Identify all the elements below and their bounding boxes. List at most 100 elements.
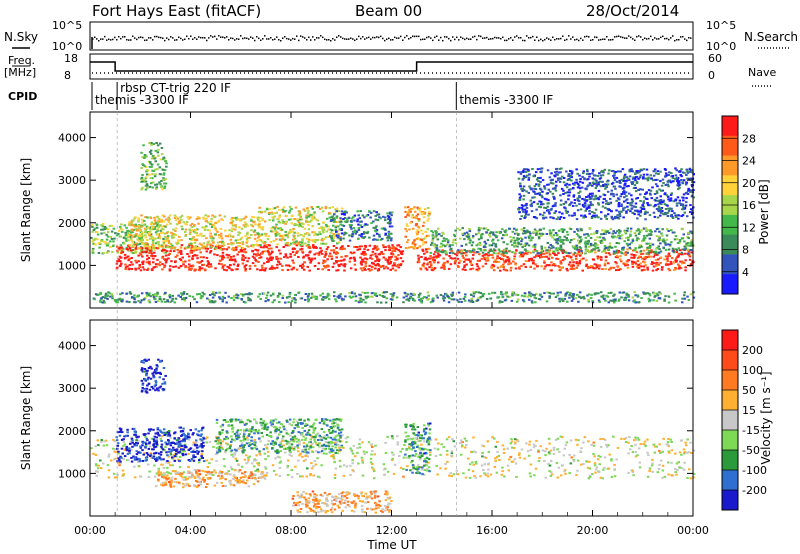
data-cell bbox=[404, 247, 408, 249]
data-cell bbox=[558, 218, 561, 221]
data-cell bbox=[552, 182, 555, 185]
data-cell bbox=[664, 255, 668, 258]
data-cell bbox=[164, 300, 167, 303]
data-cell bbox=[614, 170, 618, 173]
data-cell bbox=[653, 262, 656, 265]
data-cell bbox=[348, 257, 352, 260]
data-cell bbox=[130, 239, 133, 242]
data-cell bbox=[452, 239, 456, 241]
data-cell bbox=[613, 178, 617, 181]
data-cell bbox=[690, 251, 693, 254]
data-cell bbox=[219, 228, 223, 230]
data-cell bbox=[201, 264, 204, 266]
data-cell bbox=[688, 264, 692, 267]
data-cell bbox=[211, 223, 214, 226]
data-cell bbox=[150, 182, 153, 185]
data-cell bbox=[595, 265, 599, 268]
data-cell bbox=[275, 246, 278, 249]
data-cell bbox=[263, 241, 266, 244]
data-cell bbox=[522, 185, 526, 188]
data-cell bbox=[536, 252, 540, 255]
data-cell bbox=[416, 232, 419, 235]
noise-sample bbox=[116, 38, 118, 41]
data-cell bbox=[193, 224, 196, 227]
data-cell bbox=[118, 229, 121, 232]
data-cell bbox=[240, 236, 244, 239]
data-cell bbox=[649, 245, 652, 247]
freq-tick-right-top: 60 bbox=[708, 52, 722, 65]
data-cell bbox=[364, 223, 367, 226]
data-cell bbox=[678, 267, 681, 270]
data-cell bbox=[491, 239, 494, 242]
data-cell bbox=[314, 240, 317, 243]
data-cell bbox=[309, 261, 312, 264]
data-cell bbox=[158, 237, 162, 240]
data-cell bbox=[575, 218, 579, 221]
noise-sample bbox=[408, 38, 410, 40]
data-cell bbox=[111, 245, 115, 248]
data-cell bbox=[342, 224, 346, 227]
data-cell bbox=[493, 260, 496, 263]
data-cell bbox=[580, 238, 583, 241]
data-cell bbox=[366, 295, 370, 298]
data-cell bbox=[369, 254, 373, 257]
data-cell bbox=[137, 267, 140, 270]
data-cell bbox=[402, 296, 406, 299]
data-cell bbox=[499, 269, 502, 272]
data-cell bbox=[652, 255, 655, 258]
data-cell bbox=[350, 227, 353, 230]
data-cell bbox=[615, 236, 618, 239]
data-cell bbox=[465, 258, 468, 261]
data-cell bbox=[594, 239, 597, 241]
data-cell bbox=[324, 250, 327, 253]
data-cell bbox=[581, 203, 585, 206]
data-cell bbox=[566, 300, 569, 303]
data-cell bbox=[688, 168, 691, 171]
data-cell bbox=[646, 228, 649, 231]
data-cell bbox=[115, 234, 119, 237]
data-cell bbox=[110, 238, 114, 240]
data-cell bbox=[296, 241, 300, 244]
data-cell bbox=[157, 236, 160, 239]
data-cell bbox=[145, 293, 149, 296]
data-cell bbox=[290, 300, 294, 302]
data-cell bbox=[438, 254, 442, 257]
data-cell bbox=[601, 201, 605, 204]
data-cell bbox=[676, 179, 679, 181]
data-cell bbox=[195, 232, 198, 235]
data-cell bbox=[193, 254, 196, 257]
data-cell bbox=[388, 222, 391, 225]
data-cell bbox=[492, 242, 495, 245]
noise-sample bbox=[416, 35, 418, 38]
data-cell bbox=[540, 255, 544, 258]
data-cell bbox=[337, 237, 341, 240]
data-cell bbox=[261, 250, 265, 253]
data-cell bbox=[332, 217, 335, 220]
data-cell bbox=[168, 214, 172, 217]
data-cell bbox=[589, 236, 593, 239]
data-cell bbox=[443, 296, 447, 299]
data-cell bbox=[661, 178, 665, 181]
data-cell bbox=[441, 264, 445, 267]
data-cell bbox=[449, 257, 452, 260]
data-cell bbox=[161, 256, 164, 259]
data-cell bbox=[206, 229, 210, 232]
data-cell bbox=[360, 260, 363, 263]
data-cell bbox=[92, 229, 96, 231]
data-cell bbox=[535, 183, 538, 186]
data-cell bbox=[520, 294, 524, 297]
data-cell bbox=[664, 175, 667, 178]
data-cell bbox=[280, 228, 284, 231]
data-cell bbox=[623, 240, 626, 243]
data-cell bbox=[324, 207, 328, 210]
data-cell bbox=[292, 228, 295, 230]
data-cell bbox=[371, 253, 374, 256]
data-cell bbox=[152, 266, 155, 269]
data-cell bbox=[517, 208, 520, 210]
data-cell bbox=[554, 239, 558, 241]
data-cell bbox=[359, 294, 362, 297]
data-cell bbox=[284, 242, 287, 245]
data-cell bbox=[278, 215, 281, 218]
data-cell bbox=[138, 266, 141, 269]
data-cell bbox=[244, 235, 247, 237]
